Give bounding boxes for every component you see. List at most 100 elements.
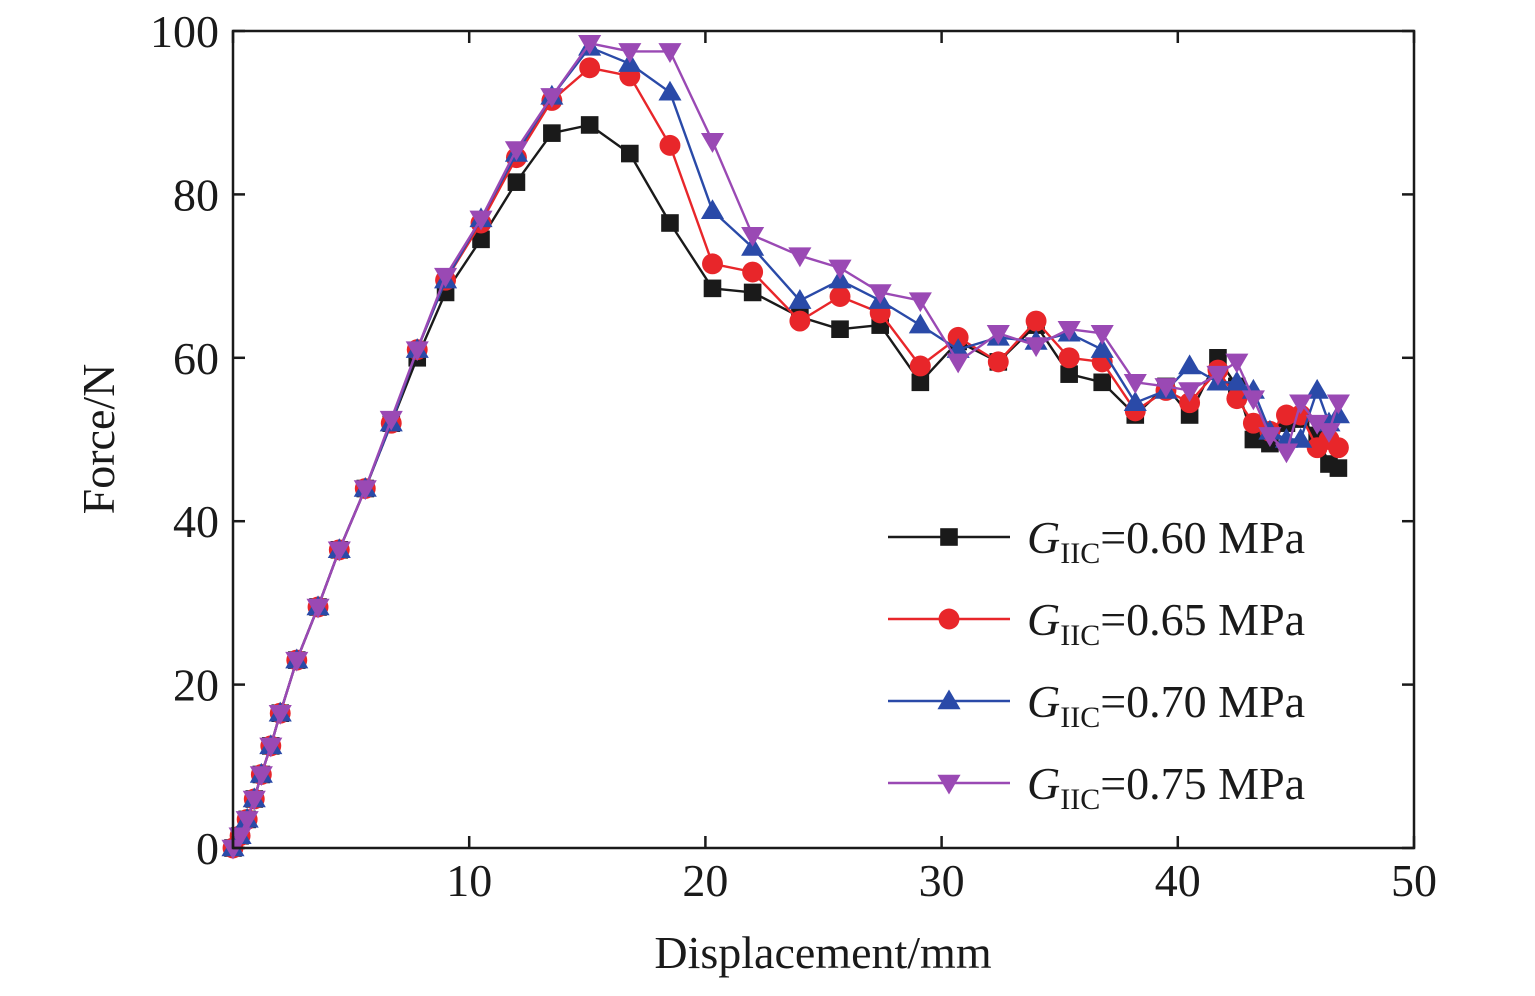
data-point [1258, 427, 1282, 447]
data-point [911, 373, 930, 392]
data-point [987, 351, 1009, 373]
x-tick-label: 20 [682, 855, 728, 906]
x-tick-label: 50 [1391, 855, 1437, 906]
data-point [259, 737, 283, 758]
data-point [1178, 382, 1202, 403]
legend-marker [937, 689, 961, 710]
data-point [908, 292, 932, 313]
data-point [472, 230, 490, 249]
data-point [1178, 354, 1202, 375]
data-point [1225, 370, 1249, 391]
data-point [579, 57, 601, 79]
data-point [543, 124, 561, 142]
y-tick-label: 20 [173, 660, 219, 711]
x-axis-title: Displacement/mm [654, 927, 991, 978]
y-tick-label: 40 [173, 496, 219, 547]
data-point [1154, 378, 1178, 398]
data-point [228, 827, 252, 848]
data-point [700, 199, 725, 219]
data-point [405, 341, 429, 362]
series-line [231, 46, 1340, 849]
data-point [249, 766, 273, 787]
y-tick-label: 100 [150, 6, 219, 57]
data-point [908, 313, 932, 334]
legend-label: GIIC=0.65 MPa [1027, 594, 1305, 652]
data-point [1060, 365, 1078, 383]
series-1 [224, 116, 1348, 857]
data-point [1244, 430, 1263, 449]
x-tick-label: 30 [919, 855, 965, 906]
data-point [268, 704, 292, 725]
data-point [788, 247, 812, 268]
y-axis-title: Force/N [73, 364, 124, 515]
y-tick-label: 0 [196, 823, 219, 874]
data-point [1274, 443, 1299, 464]
data-point [702, 253, 723, 275]
data-point [1329, 459, 1348, 477]
legend-label: GIIC=0.75 MPa [1027, 758, 1305, 816]
legend-marker [940, 528, 958, 546]
plot-area-frame [231, 29, 1416, 850]
series-line [231, 42, 1340, 849]
legend-label: GIIC=0.70 MPa [1027, 676, 1305, 734]
series-layer [221, 35, 1350, 860]
data-point [1305, 414, 1329, 435]
legend-item-3: GIIC=0.70 MPa [888, 676, 1305, 734]
data-point [618, 43, 642, 63]
data-point [434, 267, 458, 288]
data-point [540, 88, 564, 108]
data-point [1327, 437, 1349, 459]
x-tick-label: 40 [1155, 855, 1201, 906]
data-point [868, 284, 892, 304]
x-tick-label: 10 [446, 855, 492, 906]
data-point [661, 214, 679, 232]
data-point [658, 80, 682, 101]
data-point [353, 480, 377, 501]
data-point [1242, 412, 1264, 434]
data-point [1058, 347, 1080, 369]
legend-label: GIIC=0.60 MPa [1027, 512, 1305, 570]
legend: GIIC=0.60 MPa GIIC=0.65 MPa GIIC=0.70 MPa G… [888, 512, 1305, 816]
data-point [379, 410, 403, 431]
data-point [1090, 325, 1114, 345]
y-tick-label: 80 [173, 169, 219, 220]
data-point [1093, 373, 1112, 392]
data-point [1206, 365, 1230, 386]
data-point [700, 133, 725, 153]
data-point [1225, 353, 1249, 374]
data-point [789, 310, 811, 332]
y-tick-label: 60 [173, 333, 219, 384]
data-point [1123, 374, 1147, 394]
data-point [947, 326, 969, 348]
data-point [829, 286, 851, 307]
data-point [1123, 391, 1147, 411]
data-point [703, 279, 722, 298]
legend-marker [938, 608, 960, 630]
series-4 [221, 35, 1350, 860]
data-point [1024, 337, 1048, 358]
data-point [828, 259, 852, 280]
data-point [1289, 394, 1313, 415]
data-point [1025, 310, 1047, 332]
data-point [658, 43, 682, 63]
data-point [909, 355, 931, 377]
data-point [1289, 427, 1313, 448]
legend-item-2: GIIC=0.65 MPa [888, 594, 1305, 652]
data-point [1090, 338, 1114, 358]
legend-item-1: GIIC=0.60 MPa [888, 512, 1305, 570]
data-point [659, 134, 681, 156]
data-point [1241, 390, 1265, 411]
data-point [242, 790, 266, 811]
series-2 [222, 57, 1349, 859]
data-point [741, 227, 765, 247]
data-point [831, 320, 849, 339]
data-point [507, 173, 526, 191]
data-point [1226, 388, 1248, 410]
data-point [578, 35, 602, 55]
series-3 [221, 35, 1350, 857]
data-point [285, 651, 309, 672]
data-point [504, 141, 528, 162]
data-point [946, 353, 970, 374]
axis-ticks: 10 20 30 40 50 0 20 40 60 80 100 [150, 6, 1437, 906]
